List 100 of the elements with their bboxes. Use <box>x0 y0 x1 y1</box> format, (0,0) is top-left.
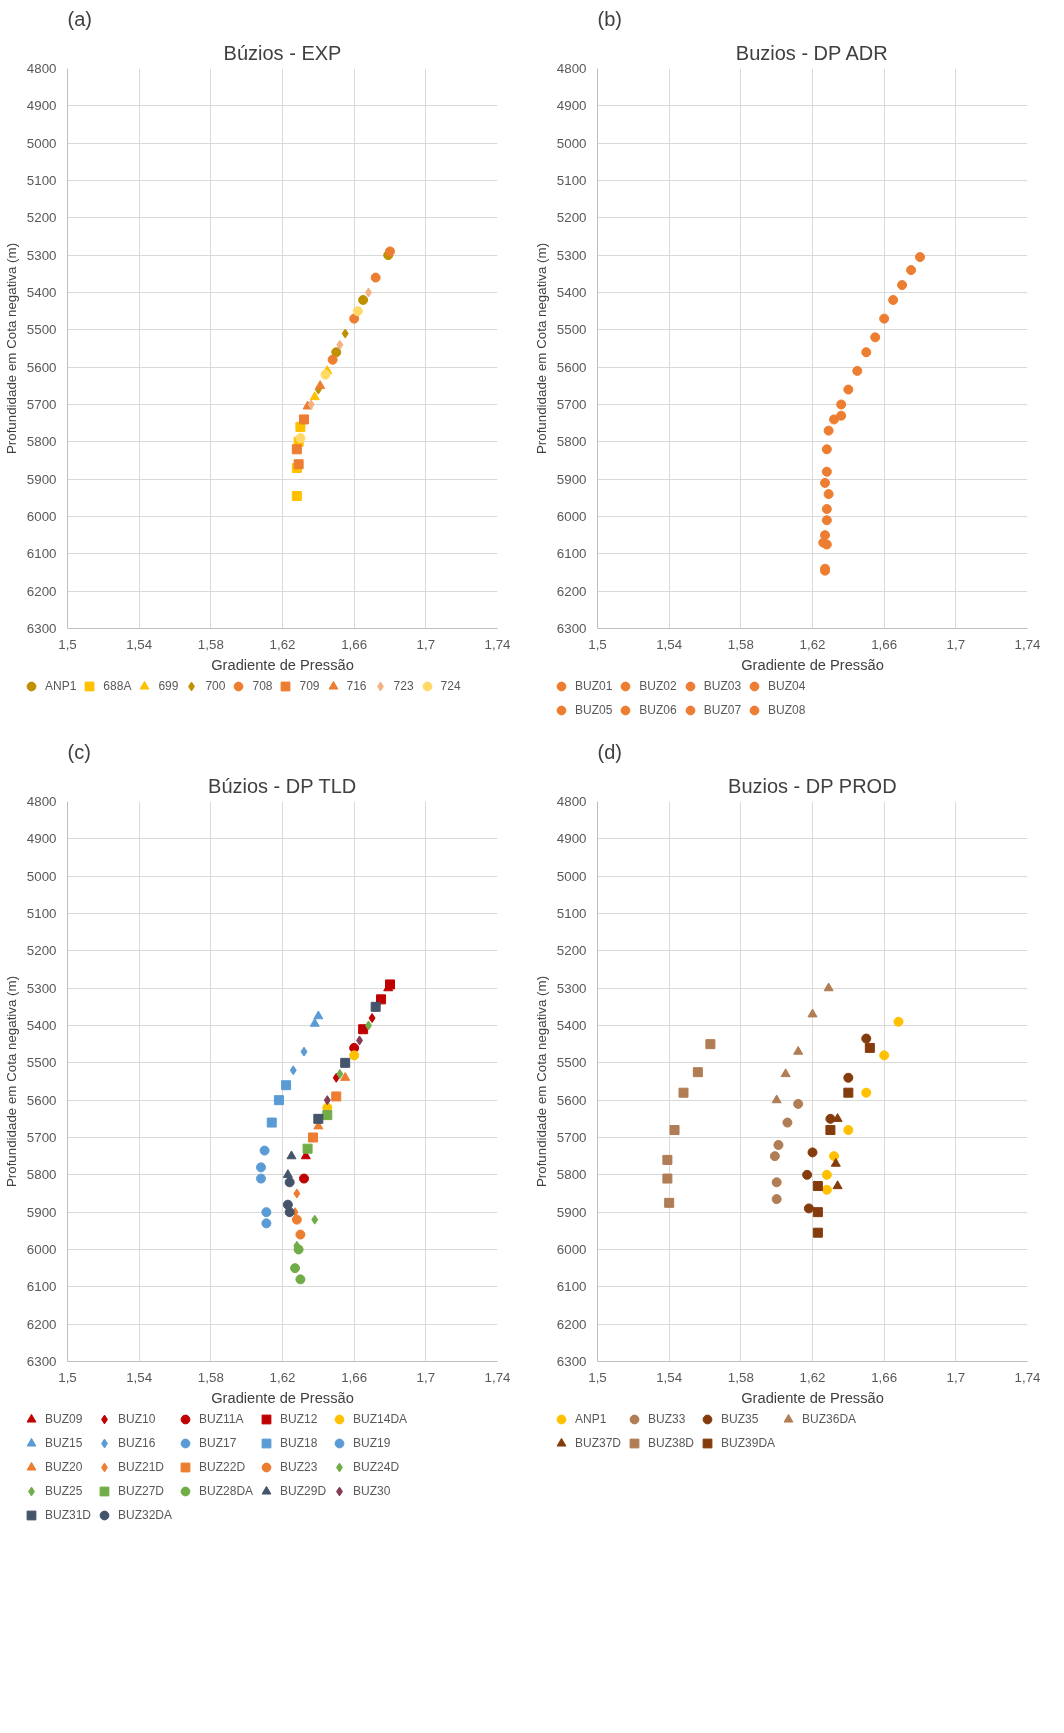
chart-title: Buzios - DP PROD <box>728 774 897 797</box>
y-tick-label: 5800 <box>26 1167 57 1183</box>
y-tick-label: 5600 <box>556 359 587 375</box>
legend-label: BUZ01 <box>575 679 613 693</box>
legend-label: BUZ14DA <box>353 1412 408 1426</box>
chart-title: Búzios - EXP <box>223 41 342 64</box>
legend-label: 708 <box>252 679 273 693</box>
legend-label: BUZ37D <box>575 1436 622 1450</box>
y-axis-title: Profundidade em Cota negativa (m) <box>3 242 19 455</box>
y-tick-label: 5400 <box>556 285 587 300</box>
legend-label: BUZ39DA <box>721 1436 776 1450</box>
legend-label: 724 <box>440 679 461 693</box>
legend-label: BUZ17 <box>199 1436 237 1450</box>
legend-label: BUZ22D <box>199 1460 246 1474</box>
y-tick-label: 6000 <box>26 509 57 524</box>
x-tick-label: 1,66 <box>871 636 898 652</box>
legend-label: BUZ11A <box>199 1412 244 1426</box>
x-tick-label: 1,62 <box>799 636 826 652</box>
x-tick-label: 1,62 <box>269 636 296 652</box>
legend-label: BUZ21D <box>118 1460 165 1474</box>
y-tick-label: 4900 <box>556 831 587 847</box>
y-tick-label: 4900 <box>26 98 57 114</box>
y-tick-label: 5200 <box>556 943 587 959</box>
x-tick-label: 1,7 <box>946 1369 966 1385</box>
y-tick-label: 4800 <box>556 61 587 76</box>
legend-label: BUZ24D <box>353 1460 400 1474</box>
y-tick-label: 5100 <box>26 173 57 188</box>
legend-label: BUZ20 <box>45 1460 83 1474</box>
y-tick-label: 6300 <box>556 621 587 636</box>
y-tick-label: 5500 <box>26 322 57 338</box>
x-axis-title: Gradiente de Pressão <box>211 1389 354 1406</box>
x-tick-label: 1,54 <box>656 1369 683 1385</box>
y-tick-label: 6100 <box>26 546 57 562</box>
y-tick-label: 6300 <box>556 1354 587 1369</box>
y-axis-title: Profundidade em Cota negativa (m) <box>3 975 19 1188</box>
y-tick-label: 5400 <box>26 285 57 300</box>
legend-label: BUZ12 <box>280 1412 318 1426</box>
y-tick-label: 6200 <box>26 583 57 599</box>
x-tick-label: 1,7 <box>416 1369 436 1385</box>
y-tick-label: 5200 <box>26 943 57 959</box>
y-tick-label: 4900 <box>26 831 57 847</box>
y-axis-title: Profundidade em Cota negativa (m) <box>533 242 549 455</box>
y-tick-label: 5900 <box>26 471 57 487</box>
legend-label: ANP1 <box>45 679 77 693</box>
x-tick-label: 1,66 <box>341 636 368 652</box>
x-tick-label: 1,54 <box>126 1369 153 1385</box>
y-tick-label: 5700 <box>556 1130 587 1145</box>
y-tick-label: 5300 <box>26 980 57 996</box>
x-axis-title: Gradiente de Pressão <box>741 656 884 673</box>
y-tick-label: 6200 <box>556 583 587 599</box>
y-tick-label: 5800 <box>26 434 57 450</box>
y-tick-label: 4900 <box>556 98 587 114</box>
legend-label: BUZ04 <box>768 679 806 693</box>
chart-title: Buzios - DP ADR <box>735 41 888 64</box>
legend-label: BUZ35 <box>721 1412 759 1426</box>
y-tick-label: 6100 <box>556 546 587 562</box>
x-tick-label: 1,5 <box>588 636 607 652</box>
legend-label: BUZ30 <box>353 1484 391 1498</box>
x-tick-label: 1,58 <box>197 636 224 652</box>
y-tick-label: 6200 <box>556 1316 587 1332</box>
x-tick-label: 1,5 <box>588 1369 607 1385</box>
y-tick-label: 5900 <box>556 471 587 487</box>
y-tick-label: 5000 <box>556 868 587 884</box>
y-tick-label: 6000 <box>556 1242 587 1257</box>
legend-label: BUZ29D <box>280 1484 327 1498</box>
text: (d) <box>597 740 622 763</box>
x-tick-label: 1,7 <box>946 636 966 652</box>
legend-label: BUZ10 <box>118 1412 156 1426</box>
legend-label: BUZ27D <box>118 1484 165 1498</box>
y-tick-label: 5200 <box>26 210 57 226</box>
y-tick-label: 5700 <box>26 1130 57 1145</box>
x-tick-label: 1,66 <box>341 1369 368 1385</box>
legend-label: ANP1 <box>575 1412 607 1426</box>
x-tick-label: 1,74 <box>1014 1369 1042 1385</box>
x-axis-title: Gradiente de Pressão <box>741 1389 884 1406</box>
y-tick-label: 5600 <box>26 359 57 375</box>
legend-label: 699 <box>158 679 179 693</box>
y-tick-label: 6000 <box>26 1242 57 1257</box>
x-axis-title: Gradiente de Pressão <box>211 656 354 673</box>
y-tick-label: 5300 <box>556 247 587 263</box>
y-tick-label: 5000 <box>556 135 587 151</box>
y-tick-label: 5500 <box>556 322 587 338</box>
y-tick-label: 5100 <box>556 906 587 921</box>
legend-label: BUZ28DA <box>199 1484 254 1498</box>
x-tick-label: 1,58 <box>727 636 754 652</box>
x-tick-label: 1,54 <box>656 636 683 652</box>
legend-label: BUZ18 <box>280 1436 318 1450</box>
x-tick-label: 1,58 <box>727 1369 754 1385</box>
y-tick-label: 6300 <box>26 621 57 636</box>
legend-label: BUZ09 <box>45 1412 83 1426</box>
legend-label: BUZ25 <box>45 1484 83 1498</box>
legend-label: 700 <box>205 679 226 693</box>
legend-label: BUZ05 <box>575 703 613 717</box>
chart-title: Búzios - DP TLD <box>208 774 357 797</box>
y-tick-label: 5700 <box>556 397 587 412</box>
legend-label: BUZ38D <box>648 1436 695 1450</box>
y-tick-label: 5000 <box>26 135 57 151</box>
legend-label: BUZ33 <box>648 1412 686 1426</box>
y-tick-label: 6300 <box>26 1354 57 1369</box>
y-tick-label: 5100 <box>26 906 57 921</box>
